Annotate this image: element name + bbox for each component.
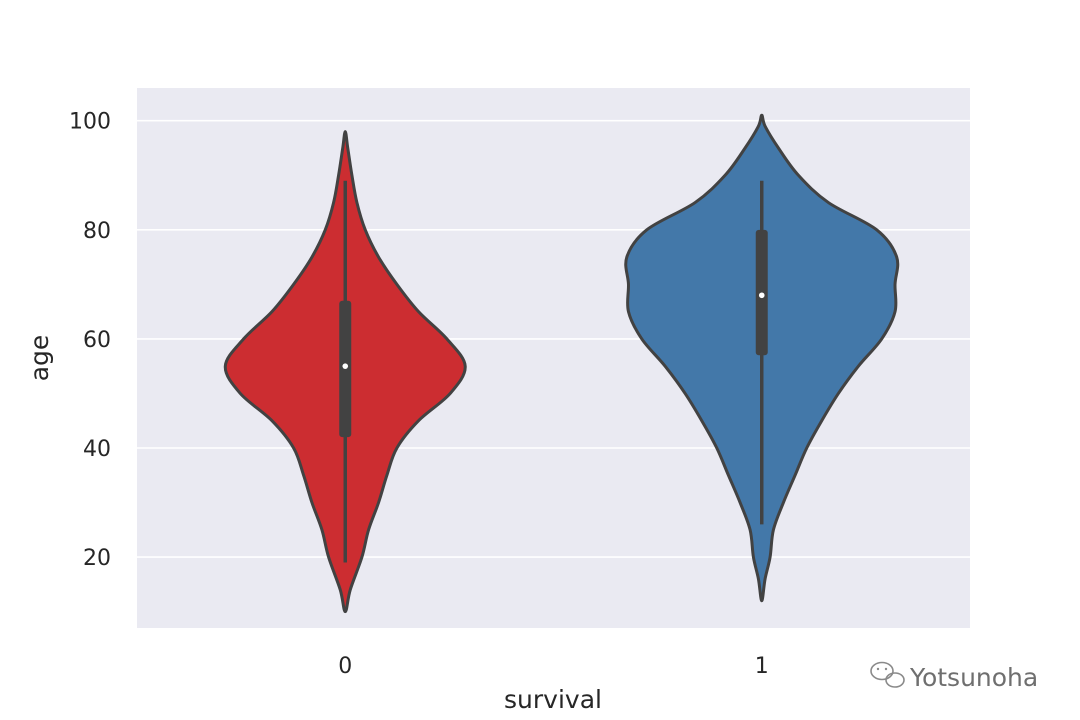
y-tick-label: 20 (83, 546, 111, 571)
x-tick-label: 1 (755, 654, 769, 679)
y-tick-label: 80 (83, 219, 111, 244)
violin-median-1 (758, 292, 765, 299)
wechat-icon (870, 661, 905, 688)
watermark: Yotsunoha (870, 661, 1038, 692)
violins (223, 113, 900, 614)
y-tick-label: 100 (69, 110, 111, 135)
x-axis-label: survival (504, 685, 602, 714)
x-tick-label: 0 (338, 654, 352, 679)
y-tick-labels: 20 40 60 80 100 (69, 110, 111, 571)
y-tick-label: 60 (83, 328, 111, 353)
violin-median-0 (342, 363, 349, 369)
y-tick-label: 40 (83, 437, 111, 462)
y-axis-label: age (25, 335, 54, 382)
watermark-text: Yotsunoha (909, 663, 1038, 692)
